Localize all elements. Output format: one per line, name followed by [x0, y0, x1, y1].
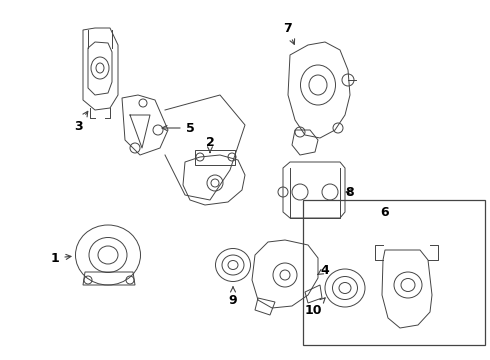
Text: 9: 9: [229, 287, 237, 306]
Text: 1: 1: [50, 252, 71, 265]
Text: 2: 2: [206, 136, 215, 152]
Text: 6: 6: [381, 206, 390, 219]
Text: 4: 4: [318, 264, 329, 276]
Text: 10: 10: [304, 298, 325, 316]
Text: 3: 3: [74, 111, 88, 132]
Bar: [303, 200, 485, 345]
Text: 7: 7: [283, 22, 294, 44]
Text: 8: 8: [345, 185, 354, 198]
Text: 5: 5: [162, 122, 195, 135]
